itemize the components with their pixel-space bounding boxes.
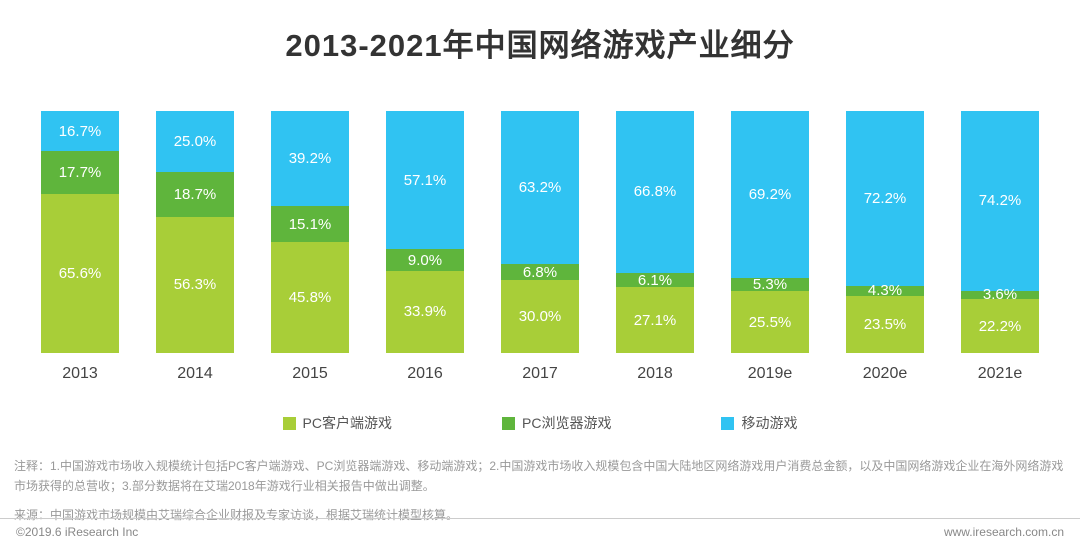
bar-segment-mobile: 69.2%: [731, 111, 809, 279]
value-label: 25.5%: [748, 313, 792, 331]
bar-segment-pc-browser: 6.8%: [501, 263, 579, 281]
value-label: 6.8%: [522, 263, 558, 281]
bar-segment-pc-client: 65.6%: [41, 194, 119, 353]
value-label: 63.2%: [518, 178, 562, 196]
bar-segment-mobile: 72.2%: [846, 111, 924, 286]
value-label: 22.2%: [978, 317, 1022, 335]
bar-segment-pc-client: 22.2%: [961, 299, 1039, 353]
legend: PC客户端游戏 PC浏览器游戏 移动游戏: [0, 413, 1080, 433]
value-label: 39.2%: [288, 149, 332, 167]
value-label: 3.6%: [982, 286, 1018, 304]
notes-block: 注释：1.中国游戏市场收入规模统计包括PC客户端游戏、PC浏览器端游戏、移动端游…: [14, 457, 1066, 525]
bar-segment-pc-client: 45.8%: [271, 242, 349, 354]
legend-swatch: [502, 416, 515, 430]
bar-column: 74.2% 3.6% 22.2%: [961, 111, 1039, 353]
footer-bar: ©2019.6 iResearch Inc www.iresearch.com.…: [0, 518, 1080, 544]
bar-column: 39.2% 15.1% 45.8%: [271, 111, 349, 354]
bar-segment-pc-client: 56.3%: [156, 216, 234, 353]
x-axis-label: 2018: [637, 365, 673, 382]
legend-label: PC浏览器游戏: [522, 415, 612, 431]
legend-swatch: [282, 416, 296, 430]
bar-column: 57.1% 9.0% 33.9%: [386, 111, 464, 353]
bar-segment-pc-client: 23.5%: [846, 296, 924, 353]
bar-segment-mobile: 57.1%: [386, 111, 464, 250]
bar-segment-mobile: 63.2%: [501, 111, 579, 264]
legend-swatch: [721, 416, 735, 430]
bar-segment-pc-browser: 5.3%: [731, 276, 809, 294]
bar-segment-pc-client: 27.1%: [616, 287, 694, 353]
value-label: 65.6%: [58, 265, 102, 283]
bar-segment-pc-browser: 6.1%: [616, 271, 694, 289]
x-axis-label: 2014: [177, 365, 213, 382]
bar-segment-pc-browser: 15.1%: [271, 205, 349, 243]
x-axis-label: 2016: [407, 365, 443, 382]
bar-column: 66.8% 6.1% 27.1%: [616, 111, 694, 353]
bar-segment-mobile: 16.7%: [41, 111, 119, 152]
legend-item-pc-client: PC客户端游戏: [282, 413, 392, 433]
bar-column: 25.0% 18.7% 56.3%: [156, 111, 234, 353]
x-axis-label: 2020e: [862, 365, 908, 382]
bar-column: 72.2% 4.3% 23.5%: [846, 111, 924, 353]
bar-segment-pc-browser: 3.6%: [961, 286, 1039, 303]
value-label: 30.0%: [518, 308, 562, 326]
value-label: 56.3%: [173, 276, 217, 294]
value-label: 4.3%: [867, 282, 903, 300]
value-label: 18.7%: [173, 185, 217, 203]
value-label: 74.2%: [978, 192, 1022, 210]
bars-row: 16.7% 17.7% 65.6% 25.0% 18.7% 56.3% 39.2% 15.1%…: [0, 111, 1080, 354]
bar-segment-pc-client: 33.9%: [386, 270, 464, 353]
value-label: 17.7%: [58, 164, 102, 182]
x-axis-label: 2017: [522, 365, 558, 382]
bar-column: 69.2% 5.3% 25.5%: [731, 111, 809, 353]
value-label: 6.1%: [637, 271, 673, 289]
value-label: 66.8%: [633, 183, 677, 201]
bar-segment-pc-client: 25.5%: [731, 291, 809, 353]
bar-segment-pc-browser: 9.0%: [386, 249, 464, 271]
legend-label: 移动游戏: [741, 415, 798, 431]
x-axis-label: 2019e: [747, 365, 793, 382]
bar-segment-pc-browser: 18.7%: [156, 171, 234, 217]
bar-segment-mobile: 39.2%: [271, 111, 349, 206]
value-label: 25.0%: [173, 132, 217, 150]
value-label: 72.2%: [863, 189, 907, 207]
legend-item-pc-browser: PC浏览器游戏: [502, 413, 611, 433]
value-label: 33.9%: [403, 303, 447, 321]
note-line: 注释：1.中国游戏市场收入规模统计包括PC客户端游戏、PC浏览器端游戏、移动端游…: [14, 459, 1064, 493]
legend-item-mobile: 移动游戏: [721, 413, 797, 433]
x-axis-label: 2015: [292, 365, 328, 382]
legend-label: PC客户端游戏: [302, 415, 392, 431]
footer-copyright: ©2019.6 iResearch Inc: [16, 524, 139, 539]
bar-segment-pc-browser: 4.3%: [846, 282, 924, 299]
footer-url: www.iresearch.com.cn: [943, 524, 1064, 539]
value-label: 23.5%: [863, 316, 907, 334]
page-title: 2013-2021年中国网络游戏产业细分: [285, 28, 795, 63]
value-label: 69.2%: [748, 186, 792, 204]
x-axis-label: 2013: [62, 365, 98, 382]
value-label: 15.1%: [288, 215, 332, 233]
bar-segment-mobile: 74.2%: [961, 111, 1039, 291]
value-label: 9.0%: [407, 251, 443, 269]
value-label: 27.1%: [633, 311, 677, 329]
bar-column: 63.2% 6.8% 30.0%: [501, 111, 579, 353]
bar-segment-pc-client: 30.0%: [501, 280, 579, 353]
value-label: 16.7%: [58, 122, 102, 140]
bar-column: 16.7% 17.7% 65.6%: [41, 111, 119, 353]
bar-segment-mobile: 25.0%: [156, 111, 234, 172]
x-axis-labels: 2013 2014 2015 2016 2017 2018 2019e 2020e 2021e: [0, 365, 1080, 383]
bar-segment-pc-browser: 17.7%: [41, 151, 119, 195]
x-axis-label: 2021e: [977, 365, 1023, 382]
value-label: 45.8%: [288, 289, 332, 307]
bar-segment-mobile: 66.8%: [616, 111, 694, 273]
value-label: 57.1%: [403, 171, 447, 189]
value-label: 5.3%: [752, 276, 788, 294]
